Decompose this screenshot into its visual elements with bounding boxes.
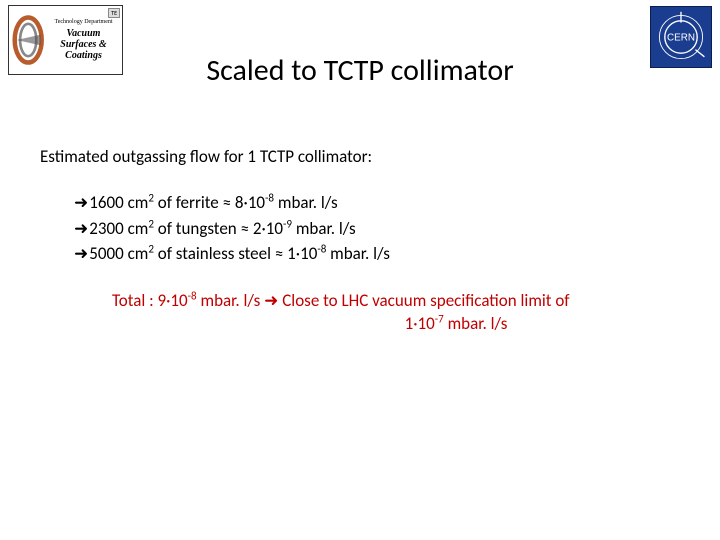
b-exp: 2 [148, 242, 154, 256]
b-tail: mbar. l/s [326, 243, 390, 264]
b-exp: 2 [148, 190, 154, 204]
b-exp: 2 [148, 216, 154, 230]
bullet-item: ➜5000 cm2 of stainless steel ≈ 1·10-8 mb… [74, 242, 680, 266]
total2-pow: -7 [435, 311, 444, 325]
total-line2: 1·10-7 mbar. l/s [232, 313, 680, 336]
b-mat: of stainless steel [158, 243, 271, 264]
b-coef: 2·10 [253, 218, 283, 239]
b-area: 5000 [89, 243, 123, 264]
b-mat: of ferrite [158, 192, 219, 213]
b-coef: 8·10 [235, 192, 265, 213]
arrow-icon: ➜ [74, 244, 88, 263]
total-pow: -8 [188, 289, 197, 303]
te-badge: TE [108, 8, 120, 18]
arrow-icon: ➜ [74, 219, 88, 238]
b-tail: mbar. l/s [274, 192, 338, 213]
b-pow: -9 [283, 216, 292, 230]
total2-tail: mbar. l/s [444, 313, 508, 334]
b-pow: -8 [265, 190, 274, 204]
bullet-list: ➜1600 cm2 of ferrite ≈ 8·10-8 mbar. l/s … [74, 191, 680, 266]
cern-text: CERN [667, 33, 695, 44]
b-coef: 1·10 [287, 243, 317, 264]
total-mid: mbar. l/s [197, 290, 265, 311]
b-unit: cm [128, 243, 149, 264]
b-approx: ≈ [223, 192, 231, 213]
total-prefix: Total : [112, 290, 158, 311]
b-area: 2300 [89, 218, 123, 239]
logo-line1: Vacuum [48, 28, 119, 39]
arrow-icon: ➜ [264, 290, 278, 311]
bullet-item: ➜1600 cm2 of ferrite ≈ 8·10-8 mbar. l/s [74, 191, 680, 215]
total-block: Total : 9·10-8 mbar. l/s ➜ Close to LHC … [112, 290, 680, 336]
b-unit: cm [128, 218, 149, 239]
b-tail: mbar. l/s [292, 218, 356, 239]
slide-body: Estimated outgassing flow for 1 TCTP col… [40, 145, 680, 336]
bullet-item: ➜2300 cm2 of tungsten ≈ 2·10-9 mbar. l/s [74, 217, 680, 241]
total-line1: Total : 9·10-8 mbar. l/s ➜ Close to LHC … [112, 290, 680, 313]
intro-text: Estimated outgassing flow for 1 TCTP col… [40, 145, 680, 169]
logo-dept: Technology Department [48, 19, 119, 26]
b-area: 1600 [89, 192, 123, 213]
logo-line2: Surfaces & [48, 39, 119, 50]
arrow-icon: ➜ [74, 193, 88, 212]
total-coef: 9·10 [158, 290, 188, 311]
b-pow: -8 [317, 242, 326, 256]
b-mat: of tungsten [158, 218, 237, 239]
b-unit: cm [128, 192, 149, 213]
b-approx: ≈ [275, 243, 283, 264]
total2-coef: 1·10 [405, 313, 435, 334]
slide-title: Scaled to TCTP collimator [0, 52, 720, 89]
total-after: Close to LHC vacuum specification limit … [278, 290, 569, 311]
b-approx: ≈ [241, 218, 249, 239]
